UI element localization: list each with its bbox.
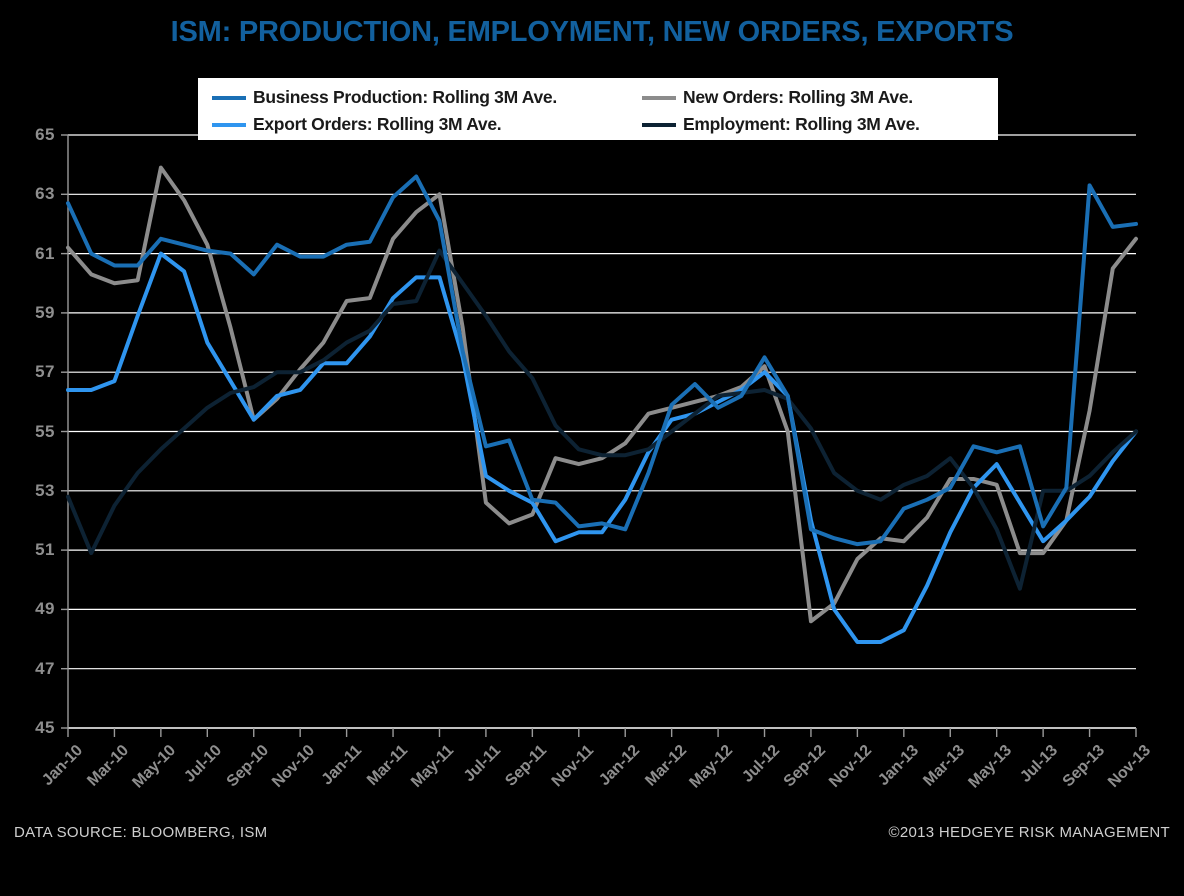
x-axis-ticks: [67, 728, 1137, 737]
series-line: [66, 174, 1138, 547]
legend-item[interactable]: Employment: Rolling 3M Ave.: [642, 111, 992, 138]
gridlines: [68, 134, 1136, 729]
y-axis-tick-label: 63: [35, 184, 55, 204]
y-axis-tick-label: 53: [35, 480, 55, 500]
y-axis-tick-label: 49: [35, 599, 55, 619]
legend-item[interactable]: Export Orders: Rolling 3M Ave.: [212, 111, 642, 138]
legend-label: Employment: Rolling 3M Ave.: [683, 114, 920, 134]
chart-root: ISM: PRODUCTION, EMPLOYMENT, NEW ORDERS,…: [14, 16, 1170, 841]
y-axis-ticks: [61, 134, 68, 729]
series-lines: [66, 165, 1138, 645]
y-axis-tick-label: 65: [35, 125, 55, 144]
y-axis-tick-label: 55: [35, 421, 55, 441]
y-axis-tick-label: 57: [35, 362, 55, 382]
y-axis-tick-label: 45: [35, 718, 55, 737]
data-source-note: DATA SOURCE: BLOOMBERG, ISM: [14, 824, 268, 841]
y-axis-tick-label: 61: [35, 243, 55, 263]
legend-color-swatch: [642, 95, 676, 100]
y-axis-tick-label: 59: [35, 302, 55, 322]
chart-legend: Business Production: Rolling 3M Ave. New …: [198, 78, 998, 140]
legend-label: New Orders: Rolling 3M Ave.: [683, 87, 913, 107]
legend-item[interactable]: New Orders: Rolling 3M Ave.: [642, 84, 992, 111]
series-line: [66, 251, 1138, 645]
legend-color-swatch: [212, 95, 246, 100]
page-title: ISM: PRODUCTION, EMPLOYMENT, NEW ORDERS,…: [170, 16, 1014, 48]
y-axis-tick-label: 47: [35, 658, 55, 678]
legend-item[interactable]: Business Production: Rolling 3M Ave.: [212, 84, 642, 111]
copyright-note: ©2013 HEDGEYE RISK MANAGEMENT: [888, 824, 1170, 841]
y-axis-tick-label: 51: [35, 540, 55, 560]
legend-label: Export Orders: Rolling 3M Ave.: [253, 114, 502, 134]
legend-label: Business Production: Rolling 3M Ave.: [253, 87, 557, 107]
legend-color-swatch: [642, 122, 676, 127]
legend-color-swatch: [212, 122, 246, 127]
series-line: [66, 248, 1138, 591]
